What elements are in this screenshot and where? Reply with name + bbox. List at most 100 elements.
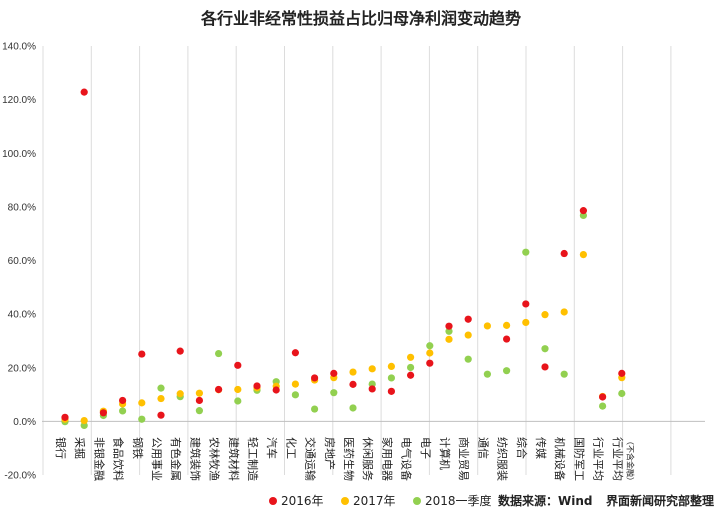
data-point bbox=[368, 365, 376, 373]
data-point bbox=[407, 371, 415, 379]
x-tick-label: 食品饮料 bbox=[112, 437, 126, 481]
y-tick-label: 80.0% bbox=[8, 202, 36, 213]
data-point bbox=[503, 321, 511, 329]
data-point bbox=[483, 322, 491, 330]
data-point bbox=[560, 249, 568, 258]
data-point bbox=[349, 404, 357, 412]
data-point bbox=[579, 251, 588, 259]
data-point bbox=[387, 374, 395, 382]
data-point bbox=[368, 385, 376, 393]
data-point bbox=[195, 407, 203, 415]
data-point bbox=[599, 393, 607, 401]
data-point bbox=[387, 362, 395, 371]
data-point bbox=[445, 322, 453, 330]
x-tick-label: 机械设备 bbox=[553, 437, 567, 481]
legend-label: 2018一季度 bbox=[425, 493, 492, 508]
data-point bbox=[138, 350, 146, 358]
source-note: 数据来源：Wind bbox=[498, 493, 592, 508]
data-point bbox=[503, 367, 511, 375]
x-tick-label: 行业平均 bbox=[611, 437, 624, 481]
data-point bbox=[195, 389, 203, 397]
x-tick-label: 轻工制造 bbox=[246, 437, 260, 481]
data-point bbox=[80, 88, 88, 96]
data-point bbox=[464, 331, 472, 339]
x-tick-label: 农林牧渔 bbox=[208, 437, 222, 481]
data-point bbox=[215, 349, 223, 358]
y-axis: -20.0% 0.0% 20.0% 40.0% 60.0% 80.0% 100.0% 120.… bbox=[2, 42, 36, 482]
data-point bbox=[157, 394, 165, 403]
x-tick-label: 计算机 bbox=[438, 437, 452, 470]
x-tick-label: 行业平均 bbox=[592, 437, 605, 481]
x-tick-label: 电气设备 bbox=[400, 437, 414, 481]
x-tick-label: 传媒 bbox=[534, 437, 547, 459]
legend-marker bbox=[269, 497, 277, 505]
data-point bbox=[330, 389, 338, 397]
data-point bbox=[195, 396, 203, 405]
x-tick-label: 采掘 bbox=[73, 437, 87, 459]
data-point bbox=[311, 374, 319, 382]
x-tick-label: 综合 bbox=[515, 437, 529, 459]
data-points bbox=[61, 88, 626, 429]
data-point bbox=[503, 335, 511, 343]
data-point bbox=[541, 311, 549, 319]
y-tick-label: 60.0% bbox=[8, 256, 36, 267]
data-point bbox=[522, 248, 530, 256]
data-point bbox=[99, 409, 107, 417]
x-tick-label: 建筑装饰 bbox=[188, 437, 202, 481]
legend-label: 2017年 bbox=[353, 494, 396, 508]
data-point bbox=[407, 353, 415, 361]
data-point bbox=[599, 402, 607, 410]
data-point bbox=[464, 315, 472, 323]
data-point bbox=[138, 399, 146, 407]
data-point bbox=[387, 387, 395, 395]
legend-marker bbox=[341, 497, 349, 505]
x-tick-label: 商业贸易 bbox=[457, 437, 471, 481]
x-tick-label: 电子 bbox=[419, 437, 432, 459]
data-point bbox=[119, 407, 127, 415]
data-point bbox=[215, 385, 223, 394]
x-tick-label: 家用电器 bbox=[380, 437, 394, 481]
data-point bbox=[176, 347, 184, 355]
x-tick-label: 交通运输 bbox=[304, 437, 318, 481]
data-point bbox=[311, 405, 319, 413]
x-tick-label: 非银金融 bbox=[92, 437, 106, 481]
data-point bbox=[618, 389, 626, 398]
data-point bbox=[291, 391, 299, 399]
x-tick-label: 通信 bbox=[476, 437, 489, 459]
x-tick-label: 化工 bbox=[284, 437, 298, 459]
data-point bbox=[541, 345, 549, 353]
data-point bbox=[579, 207, 588, 215]
data-point bbox=[119, 396, 127, 405]
y-tick-label: -20.0% bbox=[4, 471, 36, 482]
data-point bbox=[157, 384, 165, 392]
x-tick-label: 银行 bbox=[54, 437, 68, 459]
y-tick-label: 20.0% bbox=[8, 363, 36, 374]
x-tick-label: 建筑材料 bbox=[227, 437, 241, 481]
x-tick-label: 医药生物 bbox=[342, 437, 356, 481]
y-tick-label: 0.0% bbox=[13, 417, 36, 428]
data-point bbox=[483, 370, 491, 378]
x-tick-label: 有色金属 bbox=[169, 437, 183, 481]
data-point bbox=[234, 361, 242, 369]
x-tick-label: 国防军工 bbox=[572, 437, 586, 481]
data-point bbox=[426, 359, 434, 367]
credit-note: 界面新闻研究部整理 bbox=[606, 493, 714, 508]
legend-label: 2016年 bbox=[281, 494, 324, 508]
x-tick-label: 汽车 bbox=[265, 437, 279, 459]
data-point bbox=[176, 390, 184, 398]
y-tick-label: 120.0% bbox=[2, 95, 36, 106]
x-tick-label: 纺织服装 bbox=[496, 437, 510, 481]
data-point bbox=[291, 349, 299, 357]
data-point bbox=[618, 369, 626, 377]
data-point bbox=[61, 413, 69, 421]
data-point bbox=[80, 416, 88, 425]
data-point bbox=[426, 342, 434, 350]
data-point bbox=[464, 355, 472, 363]
data-point bbox=[234, 397, 242, 405]
x-tick-label: 休闲服务 bbox=[361, 437, 375, 481]
data-point bbox=[138, 415, 146, 423]
x-tick-label: 房地产 bbox=[323, 437, 337, 470]
category-note: （不含金融） bbox=[625, 437, 635, 485]
data-point bbox=[407, 363, 415, 372]
